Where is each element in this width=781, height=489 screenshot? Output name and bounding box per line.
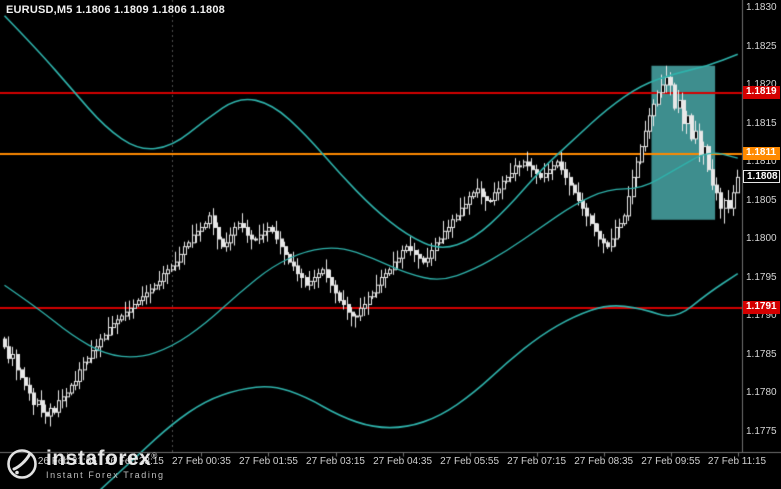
price-tag-support: 1.1791 <box>743 301 780 315</box>
price-axis-label: 1.1810 <box>746 156 777 167</box>
time-axis-label: 27 Feb 11:15 <box>707 456 767 467</box>
price-axis-label: 1.1785 <box>746 348 777 360</box>
price-axis-label: 1.1815 <box>746 117 777 129</box>
watermark-tagline: Instant Forex Trading <box>46 470 165 480</box>
price-tag-current-price: 1.1808 <box>743 170 780 184</box>
price-axis-label: 1.1790 <box>746 310 777 321</box>
time-axis-label: 27 Feb 05:55 <box>440 456 500 467</box>
price-axis-label: 1.1805 <box>746 194 777 206</box>
time-axis-label: 27 Feb 03:15 <box>306 456 365 467</box>
chart-title-ohlc: EURUSD,M5 1.1806 1.1809 1.1806 1.1808 <box>6 4 225 16</box>
registered-mark: ® <box>151 451 158 461</box>
price-axis-label: 1.1800 <box>746 233 777 244</box>
instaforex-watermark: instaforex® Instant Forex Trading <box>5 447 165 481</box>
price-axis-label: 1.1795 <box>746 271 777 283</box>
price-tag-intermediate: 1.1811 <box>743 147 780 161</box>
price-axis-label: 1.1820 <box>746 79 777 90</box>
watermark-brand: instaforex® <box>46 447 158 470</box>
time-axis-label: 27 Feb 08:35 <box>574 456 634 467</box>
price-axis-label: 1.1830 <box>746 2 777 13</box>
price-axis-label: 1.1780 <box>746 387 777 398</box>
time-axis-label: 27 Feb 09:55 <box>641 456 701 467</box>
time-axis-label: 27 Feb 07:15 <box>507 456 567 467</box>
price-axis-label: 1.1825 <box>746 40 777 52</box>
price-tag-resistance: 1.1819 <box>743 85 780 99</box>
time-axis-label: 26 Feb 23:15 <box>104 456 164 467</box>
time-axis-label: 27 Feb 04:35 <box>373 456 433 467</box>
time-axis-label: 26 Feb 21:55 <box>37 456 97 467</box>
time-axis-label: 27 Feb 00:35 <box>171 456 231 467</box>
instaforex-logo-icon <box>7 449 37 479</box>
price-axis-label: 1.1775 <box>746 425 777 437</box>
time-axis-label: 27 Feb 01:55 <box>239 456 298 467</box>
